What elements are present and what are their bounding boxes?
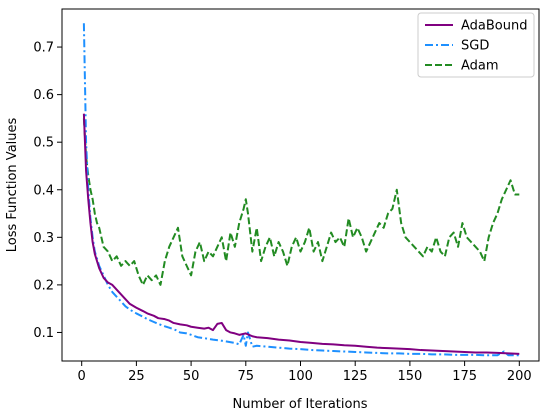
series-line-adam xyxy=(82,118,520,286)
y-tick-label: 0.6 xyxy=(33,88,54,103)
y-axis-label: Loss Function Values xyxy=(5,118,20,253)
x-axis-ticks: 0 25 50 75 100 125 150 175 200 xyxy=(78,361,532,384)
series-line-adabound xyxy=(82,113,520,355)
y-tick-label: 0.4 xyxy=(33,183,54,198)
y-tick-label: 0.3 xyxy=(33,231,54,246)
legend-box xyxy=(417,12,535,78)
x-tick-label: 175 xyxy=(452,369,477,384)
legend-label-adabound: AdaBound xyxy=(461,19,528,34)
y-tick-label: 0.1 xyxy=(33,326,54,341)
x-tick-label: 50 xyxy=(183,369,200,384)
y-tick-label: 0.7 xyxy=(33,41,54,56)
legend-label-adam: Adam xyxy=(461,59,499,74)
x-tick-label: 125 xyxy=(343,369,368,384)
legend-label-sgd: SGD xyxy=(461,39,489,54)
y-tick-label: 0.5 xyxy=(33,136,54,151)
x-tick-label: 200 xyxy=(507,369,532,384)
x-axis-label: Number of Iterations xyxy=(233,397,368,412)
x-tick-label: 0 xyxy=(78,369,86,384)
series-layer xyxy=(82,23,520,357)
x-tick-label: 150 xyxy=(397,369,422,384)
x-tick-label: 100 xyxy=(288,369,313,384)
series-line-sgd xyxy=(82,23,520,357)
legend: AdaBound SGD Adam xyxy=(417,12,535,78)
x-tick-label: 75 xyxy=(238,369,255,384)
legend-entries: AdaBound SGD Adam xyxy=(425,19,528,74)
x-tick-label: 25 xyxy=(128,369,145,384)
y-tick-label: 0.2 xyxy=(33,278,54,293)
y-axis-ticks: 0.1 0.2 0.3 0.4 0.5 0.6 0.7 xyxy=(33,41,62,341)
